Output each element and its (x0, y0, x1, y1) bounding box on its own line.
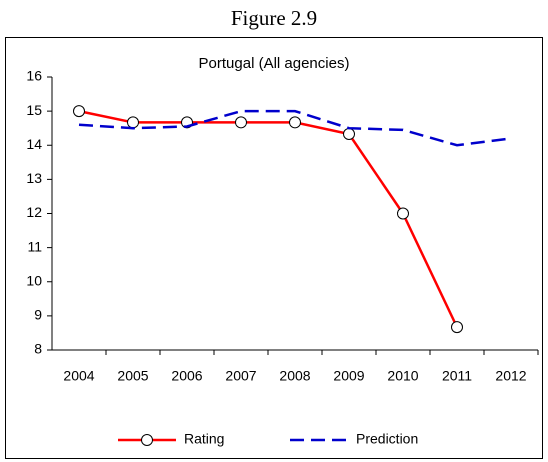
x-tick-label: 2006 (171, 368, 202, 384)
x-tick-label: 2010 (387, 368, 418, 384)
figure-title: Figure 2.9 (231, 6, 317, 30)
marker (343, 127, 355, 140)
chart-frame (5, 37, 543, 459)
y-tick-label: 12 (26, 204, 42, 220)
marker (451, 321, 463, 334)
marker (73, 105, 85, 118)
y-tick-label: 8 (34, 341, 42, 357)
y-tick-label: 16 (26, 68, 42, 84)
x-tick-label: 2004 (63, 368, 94, 384)
x-tick-label: 2011 (442, 368, 472, 384)
legend-label: Rating (184, 431, 224, 447)
series-line (78, 109, 459, 328)
y-tick-label: 11 (27, 238, 42, 254)
legend-label: Prediction (356, 431, 418, 447)
x-tick-label: 2007 (225, 368, 256, 384)
y-tick-label: 9 (34, 307, 42, 323)
y-tick-label: 15 (26, 102, 42, 118)
x-tick-label: 2009 (333, 368, 364, 384)
x-tick-label: 2008 (279, 368, 310, 384)
series-line (78, 109, 512, 147)
marker (127, 116, 139, 129)
y-tick-label: 14 (26, 136, 42, 152)
x-tick-label: 2005 (117, 368, 148, 384)
legend-marker (141, 434, 153, 446)
y-tick-label: 13 (26, 170, 42, 186)
marker (397, 207, 409, 220)
y-tick-label: 10 (26, 272, 42, 288)
chart-title: Portugal (All agencies) (199, 55, 350, 72)
marker (235, 116, 247, 129)
marker (289, 116, 301, 129)
x-tick-label: 2012 (495, 368, 526, 384)
